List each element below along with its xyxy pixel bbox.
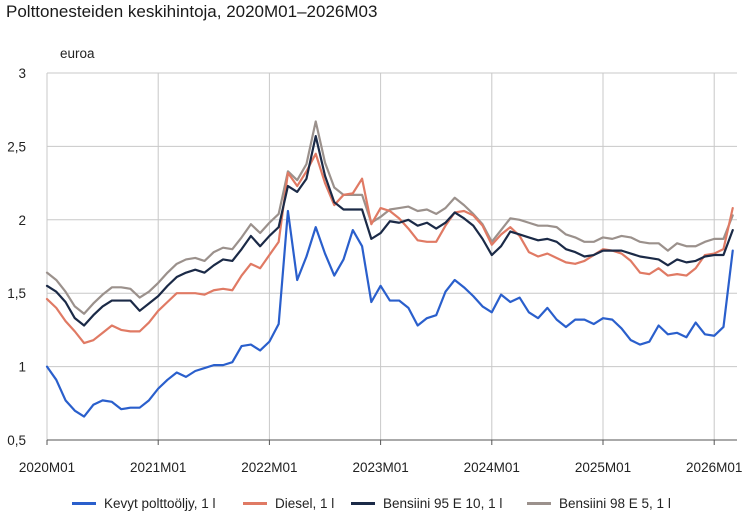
- y-axis-label: euroa: [60, 46, 95, 61]
- series-line-diesel-1-l: [45, 152, 734, 345]
- legend-item: Bensiini 95 E 10, 1 l: [351, 496, 502, 511]
- legend-swatch: [351, 502, 375, 505]
- y-tick-label: 2: [18, 213, 26, 228]
- y-tick-label: 1,5: [7, 286, 26, 301]
- series-line-bensiini-95-e-10-1-l: [45, 135, 734, 327]
- legend-label: Kevyt polttoöljy, 1 l: [104, 496, 216, 511]
- series-lines: [45, 120, 734, 418]
- x-tick-label: 2020M01: [19, 460, 75, 475]
- legend-label: Bensiini 98 E 5, 1 l: [559, 496, 671, 511]
- series-line-bensiini-98-e-5-1-l: [45, 120, 734, 315]
- x-tick-label: 2022M01: [241, 460, 297, 475]
- x-tick-label: 2026M01: [686, 460, 742, 475]
- x-tick-label: 2023M01: [352, 460, 408, 475]
- series-line-kevyt-poltto-ljy-1-l: [45, 209, 734, 418]
- y-tick-label: 2,5: [7, 139, 26, 154]
- y-tick-label: 0,5: [7, 433, 26, 448]
- legend-item: Diesel, 1 l: [243, 496, 334, 511]
- legend-label: Bensiini 95 E 10, 1 l: [383, 496, 503, 511]
- y-tick-label: 3: [18, 66, 26, 81]
- legend-swatch: [527, 502, 551, 505]
- y-tick-label: 1: [18, 360, 26, 375]
- legend-swatch: [243, 502, 267, 505]
- legend-item: Bensiini 98 E 5, 1 l: [527, 496, 671, 511]
- x-tick-label: 2021M01: [130, 460, 186, 475]
- legend-item: Kevyt polttoöljy, 1 l: [72, 496, 216, 511]
- axes: 0,5 1 1,5 2 2,5 3 2020M01 2021M01 2022M01 2023M01…: [7, 66, 742, 475]
- chart-legend: Kevyt polttoöljy, 1 l Diesel, 1 l Bensiini…: [0, 496, 751, 518]
- line-chart: 0,5 1 1,5 2 2,5 3 2020M01 2021M01 2022M01 2023M01…: [7, 46, 742, 475]
- chart-title: Polttonesteiden keskihintoja, 2020M01–20…: [6, 2, 378, 21]
- legend-label: Diesel, 1 l: [275, 496, 335, 511]
- legend-swatch: [72, 502, 96, 505]
- x-tick-label: 2025M01: [575, 460, 631, 475]
- grid-lines: [46, 72, 737, 441]
- x-tick-label: 2024M01: [464, 460, 520, 475]
